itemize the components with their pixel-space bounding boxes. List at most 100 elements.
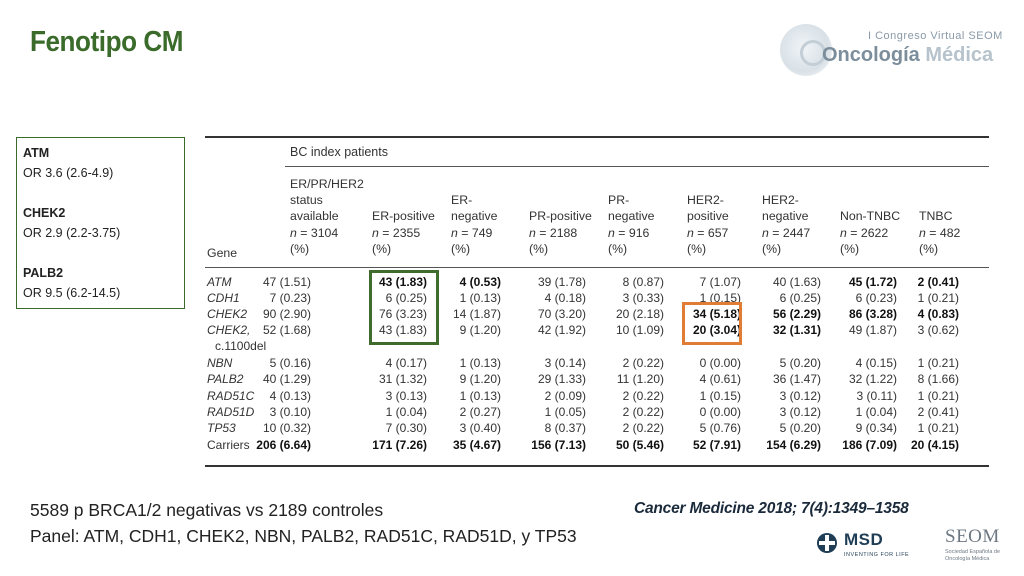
panel-note: Panel: ATM, CDH1, CHEK2, NBN, PALB2, RAD… [30,526,577,546]
table-cell: 11 (1.20) [616,372,664,386]
table-cell: 2 (0.41) [917,405,959,419]
table-cell: 1 (0.21) [917,356,959,370]
table-cell: 4 (0.17) [385,356,427,370]
table-cell: 1 (0.13) [459,356,501,370]
table-cell: 32 (1.31) [772,323,821,337]
column-header-line: available [290,209,339,224]
table-cell: 86 (3.28) [848,307,897,321]
table-cell: 3 (0.12) [779,405,821,419]
er-positive-highlight [369,270,439,345]
column-header-line: negative [451,209,498,224]
table-cell: 3 (0.10) [269,405,311,419]
table-cell: 52 (7.91) [692,438,741,452]
column-header-line [608,176,655,192]
table-cell: 56 (2.29) [772,307,821,321]
table-cell: 34 (5.18) [692,307,741,321]
table-cell: 156 (7.13) [531,438,586,452]
msd-mark-icon [817,533,837,553]
or-value: OR 9.5 (6.2-14.5) [23,286,121,300]
table-bottom-rule [205,465,989,467]
table-cell: 3 (0.33) [622,291,664,305]
msd-word: MSD [844,530,884,549]
table-cell: 2 (0.22) [622,389,664,403]
table-cell: 5 (0.16) [269,356,311,370]
column-header-line [919,176,960,192]
or-value: OR 2.9 (2.2-3.75) [23,226,121,240]
column-header: TNBC n = 482 (%) [919,176,960,257]
table-cell: 9 (1.20) [459,372,501,386]
table-cell: 4 (0.18) [544,291,586,305]
column-header-n: n = 2188 [529,225,578,240]
table-cell: 1 (0.04) [385,405,427,419]
carrier-table: BC index patients Gene ER/PR/HER2 status a… [205,136,989,467]
table-cell: 2 (0.22) [622,421,664,435]
table-cell: 10 (0.32) [262,421,311,435]
table-cell: 2 (0.22) [622,405,664,419]
column-header-n: n = 2447 [762,225,811,240]
column-header-line [840,192,900,208]
table-cell: 1 (0.21) [917,389,959,403]
table-cell: 6 (0.23) [855,291,897,305]
table-cell: 14 (1.87) [452,307,501,321]
table-cell: 1 (0.15) [699,291,741,305]
table-cell: 2 (0.27) [459,405,501,419]
table-cell: 31 (1.32) [378,372,427,386]
row-gene-label: TP53 [207,421,236,435]
row-gene-label: Carriers [207,438,250,452]
table-cell: 0 (0.00) [699,356,741,370]
table-sub-rule [285,166,989,167]
table-cell: 43 (1.83) [378,275,427,289]
table-cell: 76 (3.23) [378,307,427,321]
column-header-unit: (%) [372,241,392,256]
column-header: Non-TNBC n = 2622 (%) [840,176,900,257]
table-cell: 7 (1.07) [699,275,741,289]
column-header-line: HER2- [687,193,724,208]
row-gene-label: ATM [207,275,232,289]
table-cell: 206 (6.64) [256,438,311,452]
table-cell: 8 (0.87) [622,275,664,289]
table-cell: 1 (0.21) [917,291,959,305]
column-header-line: status [290,193,323,208]
or-gene: ATM [23,146,50,160]
column-header-line: negative [608,209,655,224]
table-cell: 4 (0.61) [699,372,741,386]
column-header-n: n = 916 [608,225,650,240]
table-cell: 171 (7.26) [372,438,427,452]
row-gene-label: CDH1 [207,291,240,305]
table-cell: 186 (7.09) [842,438,897,452]
msd-tagline: INVENTING FOR LIFE [844,552,910,558]
column-header-line [762,176,810,192]
cohort-note: 5589 p BRCA1/2 negativas vs 2189 control… [30,500,384,520]
table-cell: 35 (4.67) [452,438,501,452]
table-cell: 39 (1.78) [537,275,586,289]
table-cell: 42 (1.92) [537,323,586,337]
table-cell: 47 (1.51) [262,275,311,289]
column-header-line: TNBC [919,209,953,224]
column-header-line [372,192,435,208]
column-header-n: n = 749 [451,225,493,240]
row-gene-label: RAD51D [207,405,255,419]
table-cell: 3 (0.62) [917,323,959,337]
table-cell: 4 (0.53) [459,275,501,289]
table-cell: 20 (3.04) [692,323,741,337]
column-header-line: ER- [451,193,473,208]
citation: Cancer Medicine 2018; 7(4):1349–1358 [634,500,909,517]
table-cell: 9 (1.20) [459,323,501,337]
table-cell: 1 (0.13) [459,291,501,305]
table-cell: 154 (6.29) [766,438,821,452]
column-header-line: positive [687,209,729,224]
column-header-line: ER-positive [372,209,435,224]
column-header-unit: (%) [451,241,471,256]
seom-logo: SEOM Sociedad Española de Oncología Médi… [945,526,1020,570]
or-gene: CHEK2 [23,206,66,220]
table-cell: 8 (1.66) [917,372,959,386]
table-cell: 7 (0.30) [385,421,427,435]
row-gene-label: PALB2 [207,372,244,386]
table-cell: 3 (0.11) [856,389,897,403]
table-cell: 49 (1.87) [848,323,897,337]
table-cell: 36 (1.47) [772,372,821,386]
her2-positive-highlight [682,302,742,345]
table-cell: 20 (4.15) [910,438,959,452]
column-header-line [840,176,900,192]
table-cell: 50 (5.46) [615,438,664,452]
